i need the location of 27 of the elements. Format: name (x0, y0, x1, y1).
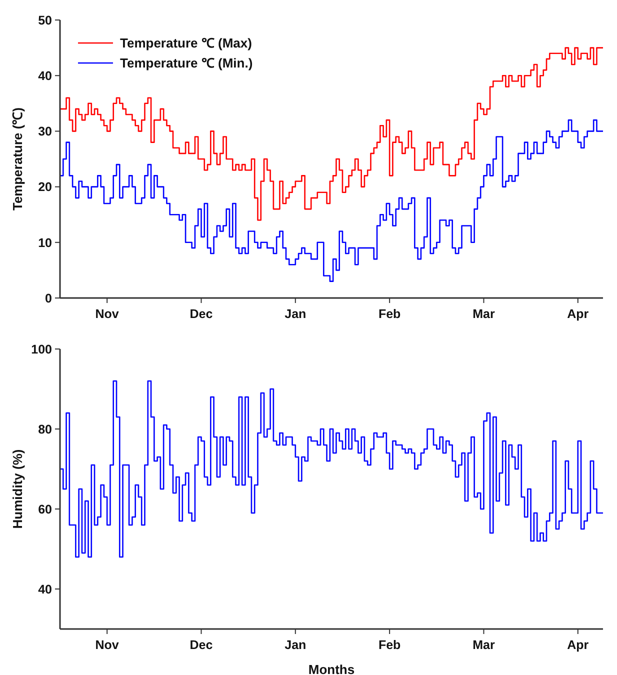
y-tick-label: 0 (45, 291, 52, 306)
y-tick-label: 60 (38, 502, 52, 516)
y-tick-label: 100 (31, 342, 52, 356)
x-tick-label: Apr (567, 307, 589, 321)
y-axis-title: Humidity (%) (10, 449, 25, 529)
x-tick-label: Nov (95, 307, 119, 321)
x-axis-title: Months (308, 662, 355, 675)
y-tick-label: 50 (38, 13, 52, 28)
x-tick-label: Dec (190, 638, 213, 652)
x-tick-label: Apr (567, 638, 589, 652)
x-tick-label: Jan (284, 638, 306, 652)
x-tick-label: Dec (190, 307, 213, 321)
x-tick-label: Nov (95, 638, 119, 652)
x-tick-label: Mar (472, 307, 495, 321)
y-tick-label: 30 (38, 124, 52, 139)
x-tick-label: Mar (472, 638, 495, 652)
y-tick-label: 80 (38, 422, 52, 436)
x-tick-label: Jan (284, 307, 306, 321)
x-tick-label: Feb (378, 307, 402, 321)
y-tick-label: 40 (38, 582, 52, 596)
y-axis-title: Temperature (℃) (10, 107, 25, 211)
legend-label: Temperature ℃ (Max) (120, 36, 252, 51)
x-tick-label: Feb (378, 638, 402, 652)
legend-label: Temperature ℃ (Min.) (120, 56, 253, 71)
y-tick-label: 10 (38, 236, 52, 250)
y-tick-label: 40 (38, 68, 52, 83)
y-tick-label: 20 (38, 180, 52, 194)
